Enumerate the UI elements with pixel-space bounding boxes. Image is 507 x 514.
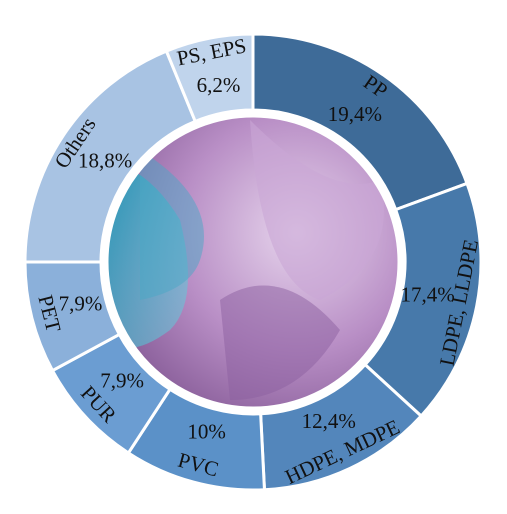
- value-label: 7,9%: [59, 292, 103, 316]
- value-label: 12,4%: [302, 409, 356, 433]
- value-label: 6,2%: [197, 73, 241, 97]
- value-label: 19,4%: [328, 102, 382, 126]
- segment: [164, 32, 255, 124]
- center-photo: [107, 116, 399, 408]
- center-border: [105, 114, 401, 410]
- value-label: 7,9%: [100, 368, 144, 392]
- value-label: 18,8%: [78, 149, 132, 173]
- ring: [23, 32, 483, 492]
- value-label: 17,4%: [401, 282, 455, 306]
- value-label: 10%: [187, 420, 226, 444]
